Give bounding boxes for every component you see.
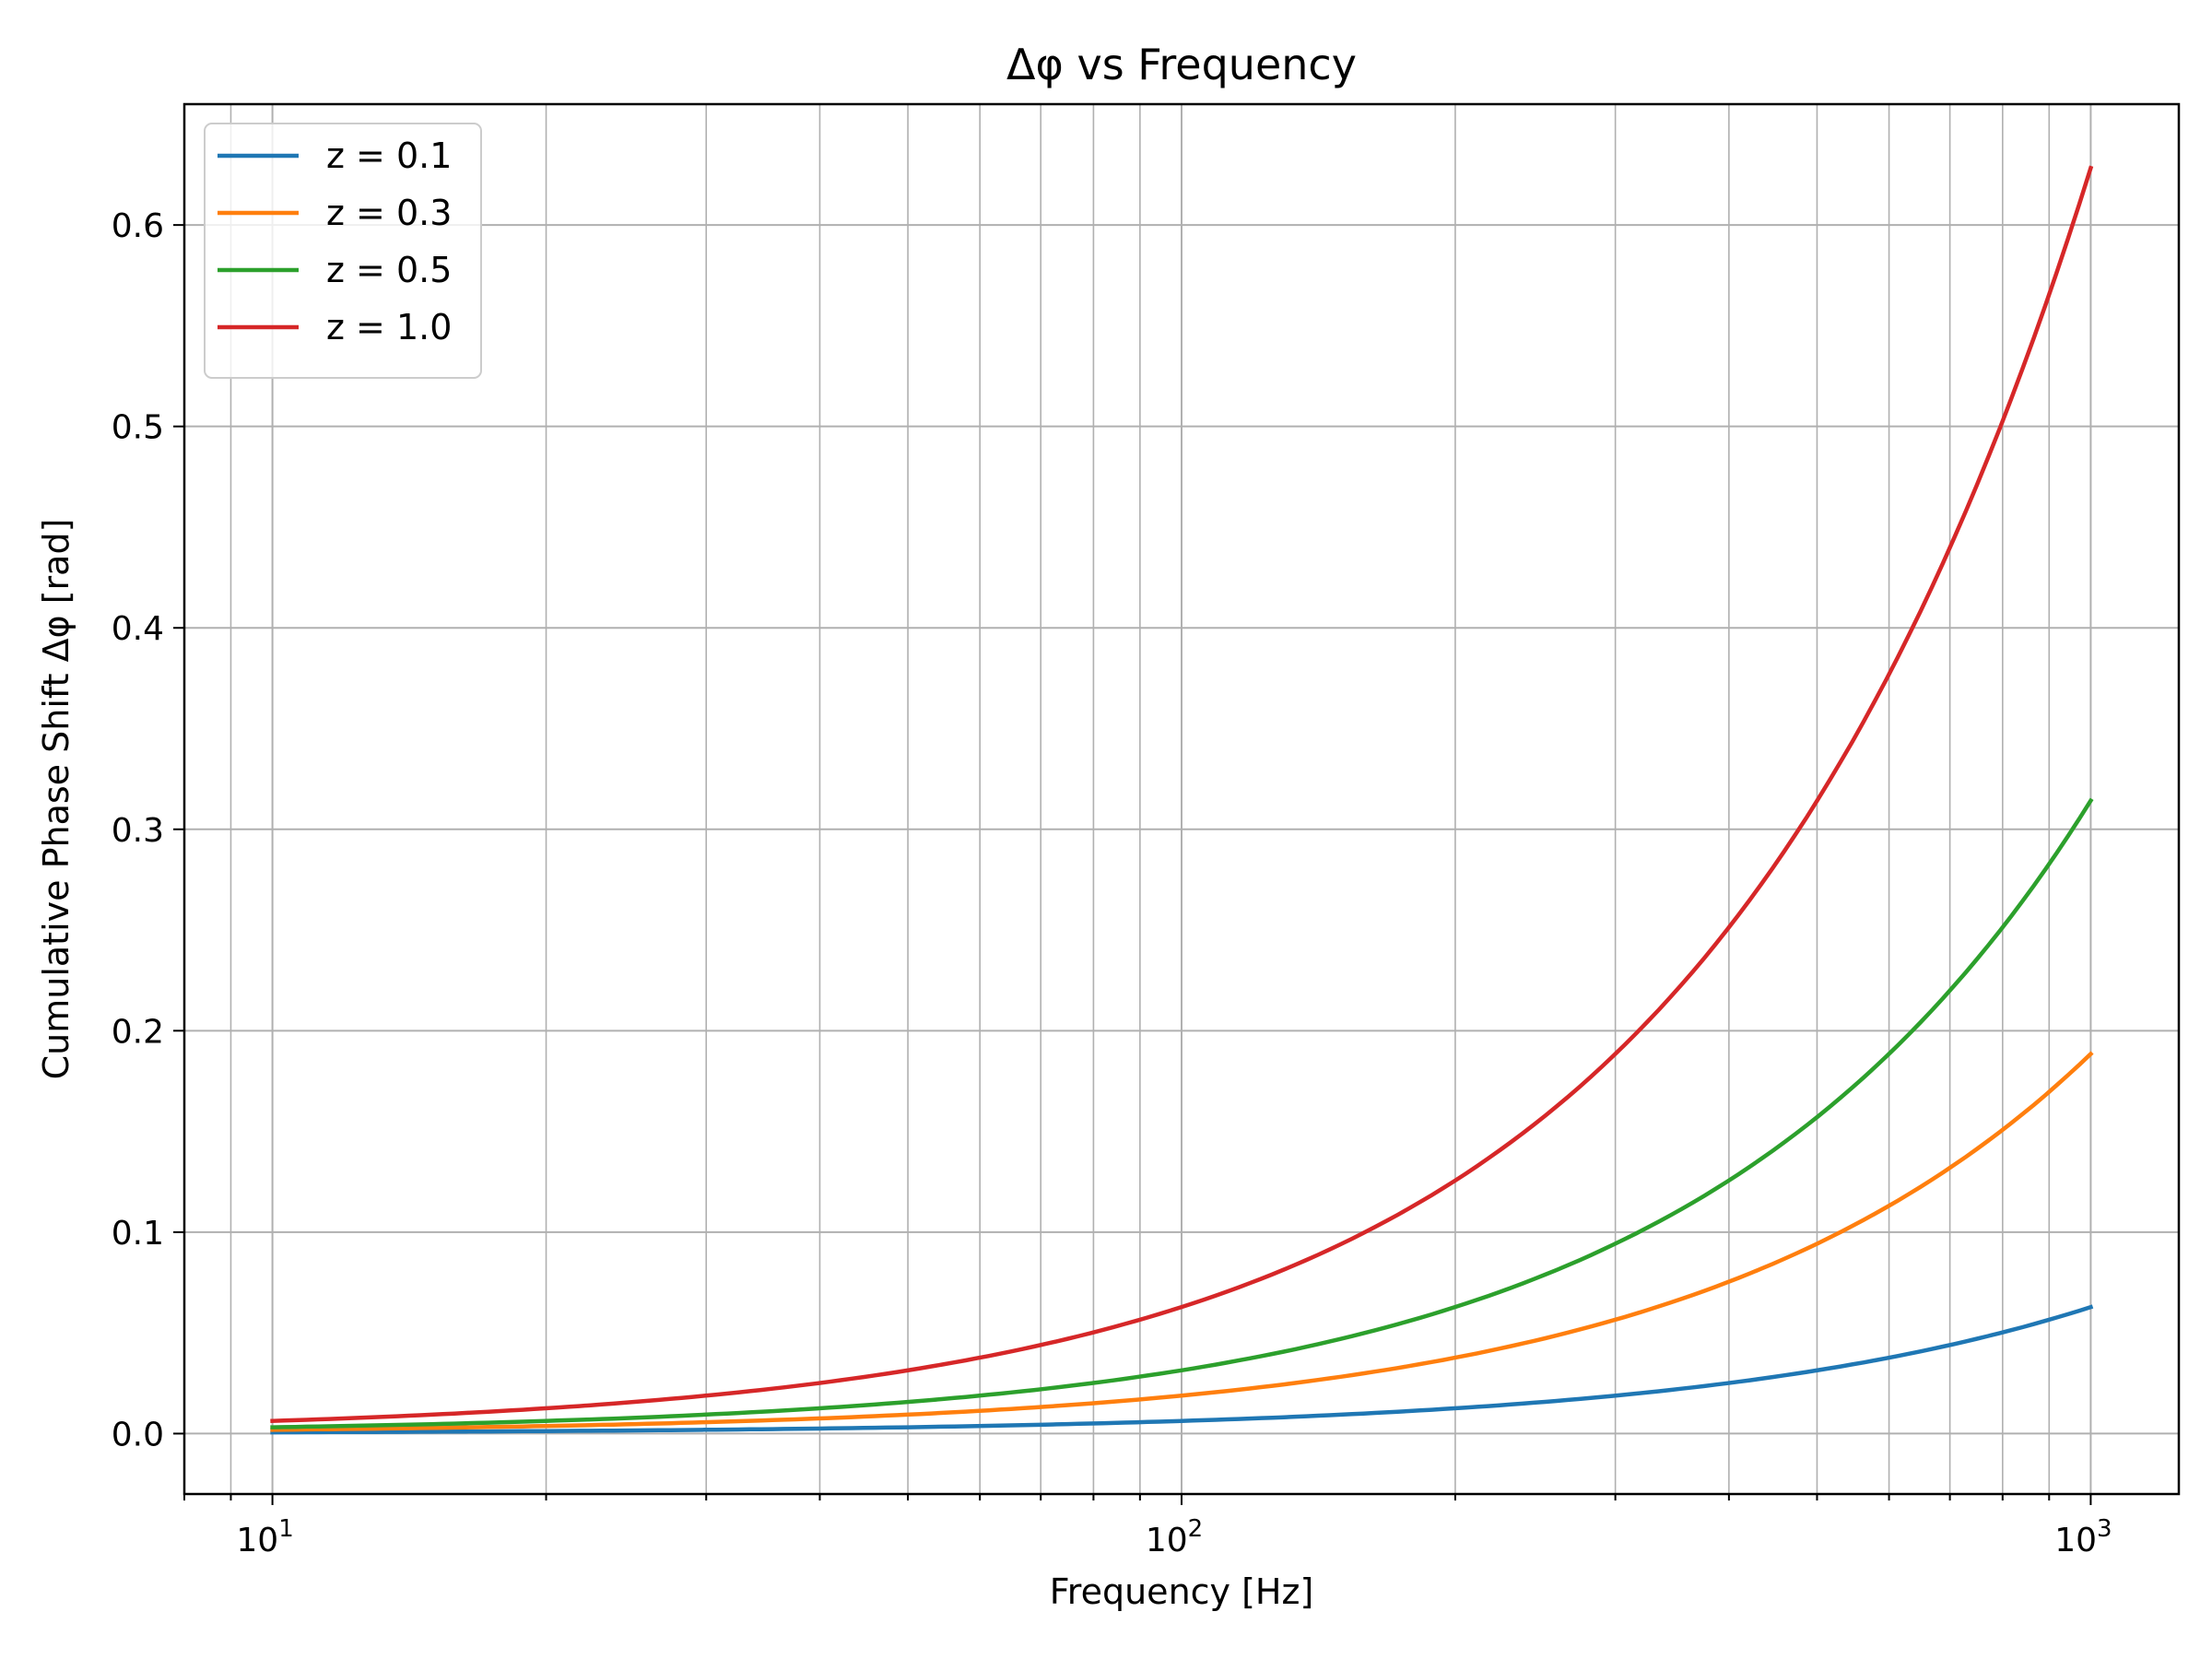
series-line-z-1-0 bbox=[270, 165, 2094, 1424]
y-tick-label: 0.5 bbox=[112, 409, 164, 447]
legend-label: z = 0.1 bbox=[326, 135, 452, 176]
y-tick-label: 0.1 bbox=[112, 1215, 164, 1253]
legend-label: z = 0.5 bbox=[326, 250, 452, 290]
x-tick-label: 102 bbox=[1146, 1515, 1203, 1559]
y-tick-label: 0.2 bbox=[112, 1013, 164, 1051]
x-tick-label: 103 bbox=[2054, 1515, 2112, 1559]
y-tick-label: 0.0 bbox=[112, 1416, 164, 1453]
y-tick-label: 0.3 bbox=[112, 812, 164, 850]
legend: z = 0.1 z = 0.3 z = 0.5 z = 1.0 bbox=[204, 123, 482, 379]
x-axis: 101 102 103 bbox=[183, 1494, 2112, 1559]
chart-title: Δφ vs Frequency bbox=[1006, 40, 1357, 89]
x-tick-label: 101 bbox=[236, 1515, 293, 1559]
legend-label: z = 0.3 bbox=[326, 193, 452, 233]
legend-box bbox=[204, 123, 482, 379]
x-axis-label: Frequency [Hz] bbox=[1050, 1571, 1314, 1612]
legend-label: z = 1.0 bbox=[326, 307, 452, 347]
y-axis: 0.0 0.1 0.2 0.3 0.4 0.5 0.6 bbox=[112, 207, 184, 1453]
series-line-z-0-5 bbox=[270, 797, 2094, 1430]
series-line-z-0-1 bbox=[270, 1304, 2094, 1435]
y-tick-label: 0.4 bbox=[112, 610, 164, 648]
y-axis-label: Cumulative Phase Shift Δφ [rad] bbox=[36, 519, 76, 1080]
plot-lines bbox=[270, 165, 2094, 1435]
y-tick-label: 0.6 bbox=[112, 207, 164, 245]
series-line-z-0-3 bbox=[270, 1051, 2094, 1432]
